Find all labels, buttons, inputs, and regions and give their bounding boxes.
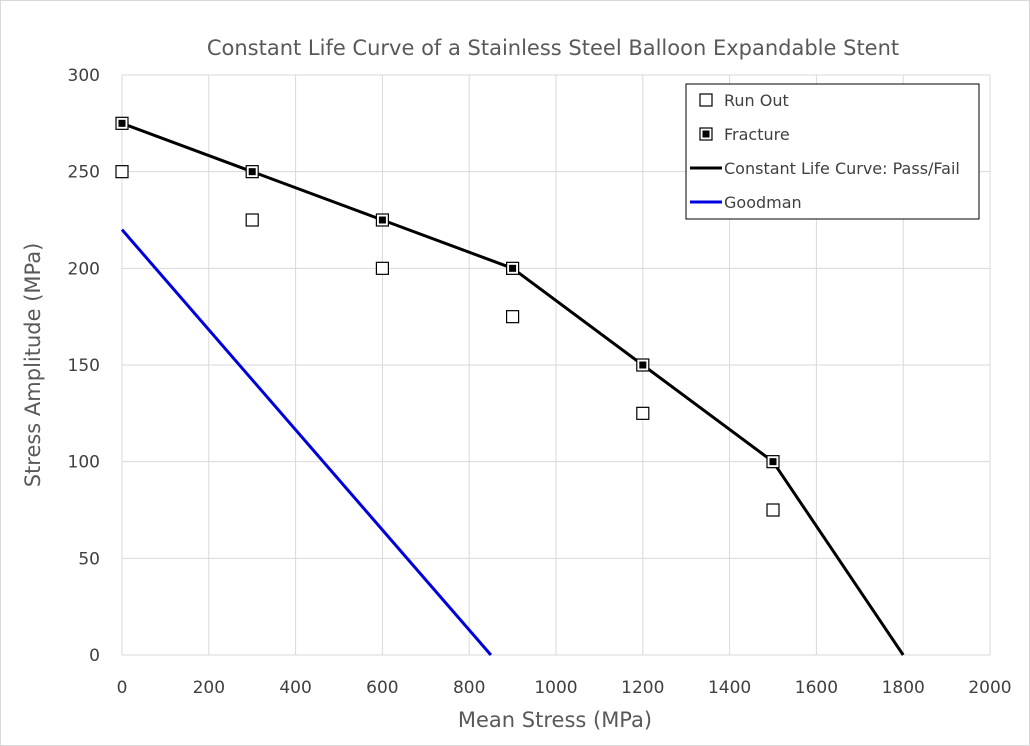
run-out-point-outline xyxy=(636,406,650,420)
fracture-point-fill xyxy=(509,264,517,272)
legend-fracture-marker xyxy=(699,127,713,141)
legend-run-out-label: Run Out xyxy=(724,91,789,110)
run-out-point xyxy=(506,310,520,324)
x-tick-label: 1800 xyxy=(882,678,925,698)
run-out-point-outline xyxy=(375,261,389,275)
goodman-line xyxy=(120,228,493,656)
run-out-point-outline xyxy=(506,310,520,324)
legend-box xyxy=(685,83,980,220)
y-tick-label: 150 xyxy=(68,356,100,376)
x-tick-label: 2000 xyxy=(968,678,1011,698)
y-tick-label: 0 xyxy=(89,646,100,666)
run-out-point xyxy=(636,406,650,420)
series-markers xyxy=(115,116,780,517)
run-out-point-outline xyxy=(115,165,129,179)
x-tick-label: 1200 xyxy=(621,678,664,698)
x-tick-labels: 0 200 400 600 800 1000 1200 1400 1600 1800 2000 xyxy=(117,678,1012,698)
y-tick-label: 300 xyxy=(68,66,100,86)
x-tick-label: 0 xyxy=(117,678,128,698)
fracture-point xyxy=(636,358,650,372)
run-out-point-outline xyxy=(245,213,259,227)
fracture-point xyxy=(115,116,129,130)
run-out-point xyxy=(115,165,129,179)
x-tick-label: 800 xyxy=(453,678,485,698)
legend-fracture-marker-fill xyxy=(702,130,710,138)
run-out-point-outline xyxy=(766,503,780,517)
chart-title: Constant Life Curve of a Stainless Steel… xyxy=(207,36,899,60)
run-out-point xyxy=(375,261,389,275)
x-axis-label: Mean Stress (MPa) xyxy=(458,708,652,732)
legend-run-out-marker xyxy=(699,93,713,107)
y-tick-label: 200 xyxy=(68,259,100,279)
x-tick-label: 1000 xyxy=(534,678,577,698)
x-tick-label: 600 xyxy=(366,678,398,698)
fracture-point-fill xyxy=(118,119,126,127)
y-tick-label: 100 xyxy=(68,453,100,473)
x-tick-label: 1600 xyxy=(795,678,838,698)
fracture-point-fill xyxy=(248,168,256,176)
run-out-point xyxy=(766,503,780,517)
fracture-point xyxy=(245,165,259,179)
fracture-point-fill xyxy=(769,458,777,466)
legend-fracture-label: Fracture xyxy=(724,125,790,144)
y-tick-labels: 0 50 100 150 200 250 300 xyxy=(68,66,100,666)
fracture-point-fill xyxy=(378,216,386,224)
x-tick-label: 1400 xyxy=(708,678,751,698)
fracture-point xyxy=(506,261,520,275)
fracture-point xyxy=(766,455,780,469)
fracture-point-fill xyxy=(639,361,647,369)
legend-run-out-marker-outline xyxy=(699,93,713,107)
legend: Run Out Fracture Constant Life Curve: Pass… xyxy=(685,83,980,220)
fracture-point xyxy=(375,213,389,227)
x-tick-label: 400 xyxy=(279,678,311,698)
legend-goodman-label: Goodman xyxy=(724,193,802,212)
y-axis-label: Stress Amplitude (MPa) xyxy=(21,243,45,488)
y-tick-label: 250 xyxy=(68,163,100,183)
legend-constant-life-curve-pass-fail-label: Constant Life Curve: Pass/Fail xyxy=(724,159,960,178)
run-out-point xyxy=(245,213,259,227)
x-tick-label: 200 xyxy=(193,678,225,698)
y-tick-label: 50 xyxy=(78,549,100,569)
